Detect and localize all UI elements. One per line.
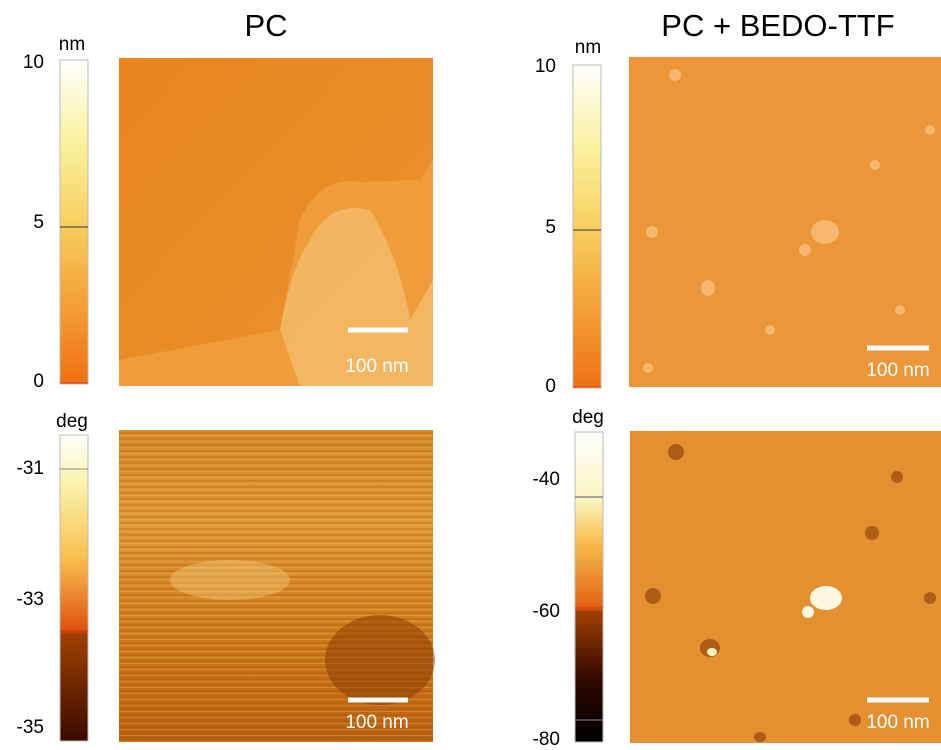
column-title: PC bbox=[244, 8, 287, 43]
tick-label: -35 bbox=[17, 717, 44, 738]
afm-image bbox=[630, 431, 941, 743]
afm-image bbox=[119, 58, 433, 386]
tick-label: -33 bbox=[17, 589, 44, 610]
unit-label: deg bbox=[572, 407, 604, 428]
tick-label: 0 bbox=[545, 376, 556, 397]
column-title: PC + BEDO-TTF bbox=[661, 8, 894, 43]
tick-label: 10 bbox=[23, 52, 44, 73]
colorbar bbox=[573, 65, 601, 388]
colorbar bbox=[60, 435, 88, 741]
unit-label: nm bbox=[575, 37, 601, 58]
tick-label: -80 bbox=[533, 729, 560, 750]
unit-label: nm bbox=[59, 34, 85, 55]
tick-label: 5 bbox=[33, 212, 44, 233]
tick-label: -60 bbox=[533, 601, 560, 622]
tick-label: 5 bbox=[545, 217, 556, 238]
afm-image bbox=[119, 430, 435, 742]
tick-label: 0 bbox=[33, 371, 44, 392]
figure: PC PC + BEDO-TTF nm 10 5 0 100 nm deg -3… bbox=[0, 0, 941, 750]
scale-bar-label: 100 nm bbox=[866, 712, 929, 733]
unit-label: deg bbox=[56, 411, 88, 432]
tick-label: 10 bbox=[535, 56, 556, 77]
colorbar bbox=[60, 60, 88, 384]
scale-bar-label: 100 nm bbox=[345, 356, 408, 377]
tick-label: -31 bbox=[17, 458, 44, 479]
tick-label: -40 bbox=[533, 469, 560, 490]
scale-bar-label: 100 nm bbox=[345, 712, 408, 733]
scale-bar-label: 100 nm bbox=[866, 360, 929, 381]
colorbar bbox=[575, 432, 603, 742]
afm-image bbox=[629, 57, 941, 387]
